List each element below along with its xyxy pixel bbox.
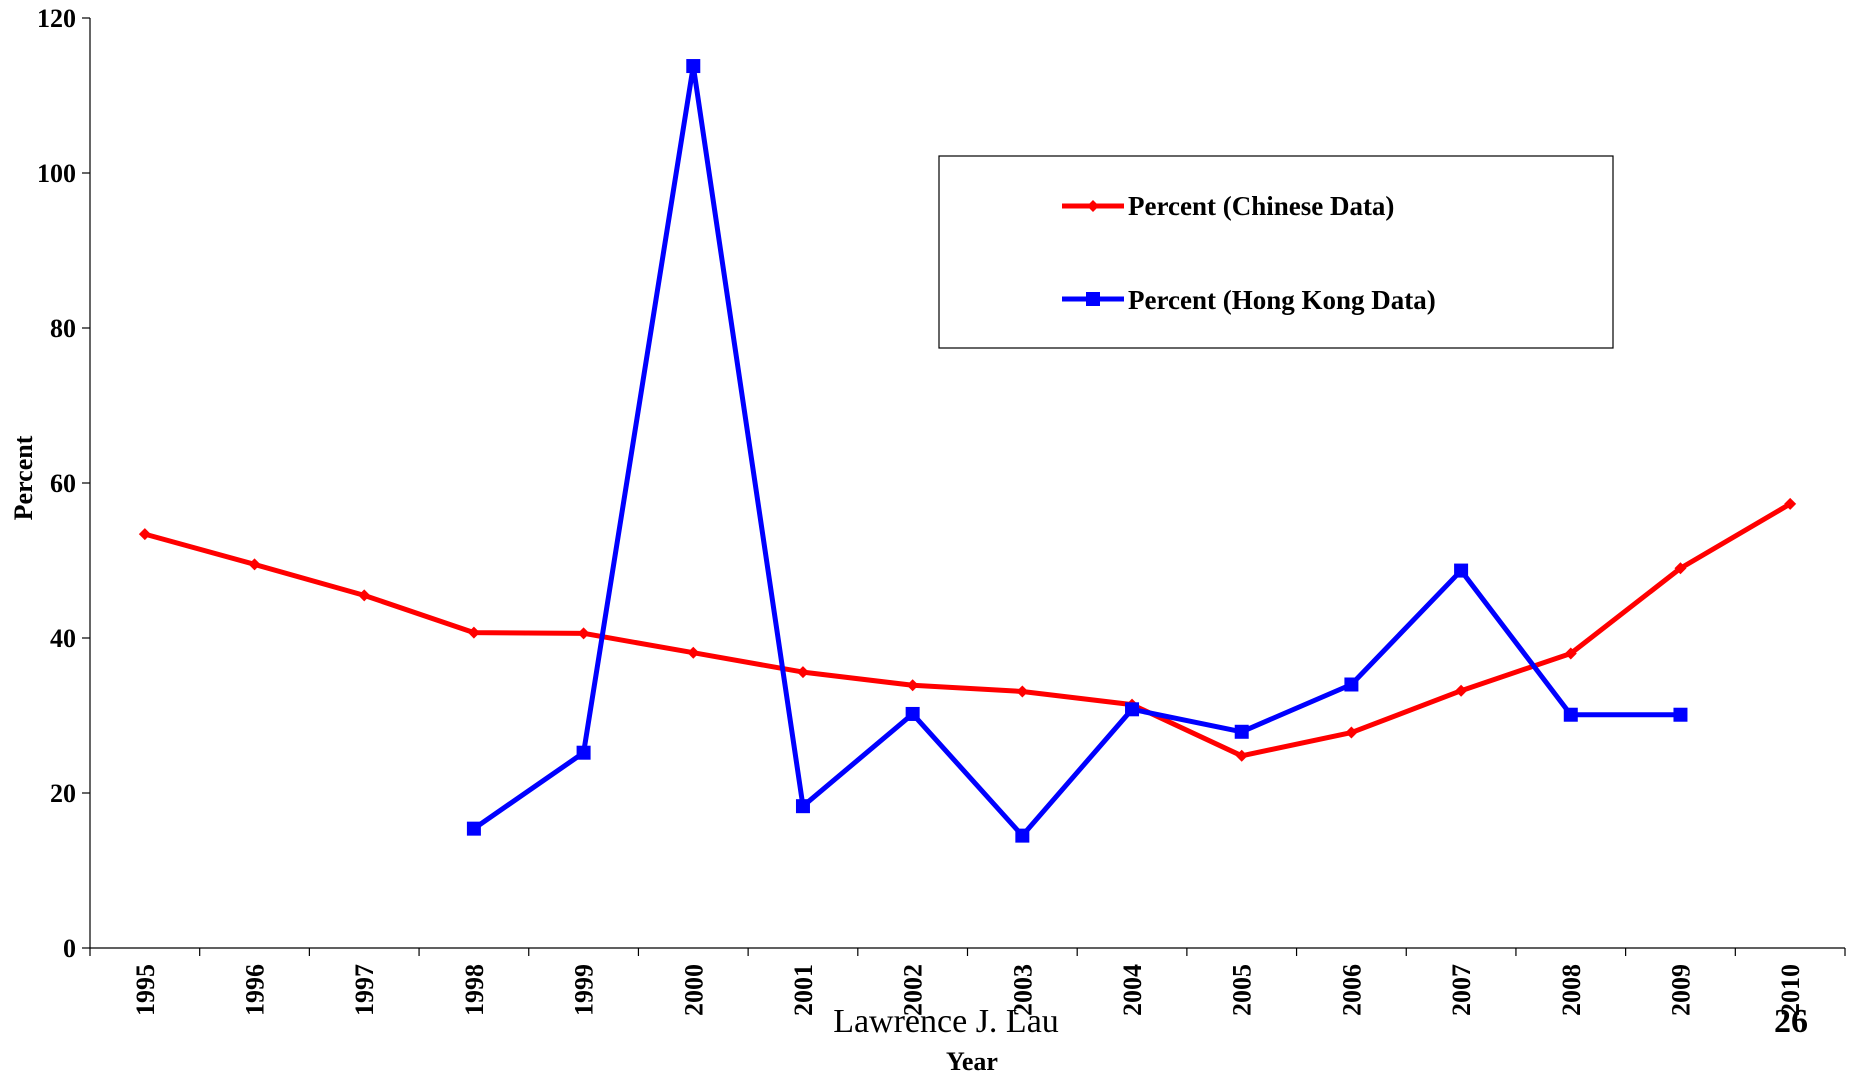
data-point (1564, 647, 1577, 660)
x-tick-label: 2004 (1118, 964, 1147, 1016)
legend-box (938, 155, 1614, 349)
data-point (1015, 828, 1030, 843)
x-tick-label: 2000 (679, 964, 708, 1016)
y-tick-label: 0 (63, 934, 76, 963)
x-tick-label: 1995 (131, 964, 160, 1016)
legend-marker-hongkong (1086, 292, 1100, 306)
data-point (906, 679, 919, 692)
legend-label-chinese: Percent (Chinese Data) (1128, 191, 1394, 221)
data-point (1344, 677, 1359, 692)
data-point (905, 706, 920, 721)
data-point (1016, 685, 1029, 698)
footer-author: Lawrence J. Lau (833, 1003, 1059, 1040)
x-axis-title: Year (946, 1047, 998, 1074)
legend-label-hongkong: Percent (Hong Kong Data) (1128, 285, 1436, 315)
data-point (1674, 562, 1687, 575)
x-tick-label: 2002 (899, 964, 928, 1016)
legend: Percent (Chinese Data) Percent (Hong Kon… (938, 155, 1614, 349)
x-tick-label: 2009 (1666, 964, 1695, 1016)
y-tick-label: 40 (50, 624, 76, 653)
data-point (1673, 707, 1688, 722)
y-tick-label: 100 (37, 159, 76, 188)
slide-number: 26 (1774, 1003, 1808, 1040)
legend-marker-chinese (1087, 200, 1099, 212)
data-point (687, 646, 700, 659)
series-layer (138, 59, 1797, 843)
y-tick-label: 120 (37, 4, 76, 33)
data-point (1455, 684, 1468, 697)
data-point (1125, 702, 1140, 717)
data-point (1563, 707, 1578, 722)
data-point (466, 821, 481, 836)
x-tick-label: 2005 (1228, 964, 1257, 1016)
data-point (248, 558, 261, 571)
series-line (144, 501, 1792, 759)
x-tick-label: 2010 (1776, 964, 1805, 1016)
data-point (1454, 563, 1469, 578)
y-axis-title: Percent (9, 435, 38, 520)
data-point (1345, 726, 1358, 739)
data-point (138, 528, 151, 541)
series-chinese-data (138, 497, 1797, 762)
x-tick-label: 2003 (1008, 964, 1037, 1016)
x-tick-label: 1998 (460, 964, 489, 1016)
series-line (472, 63, 1681, 839)
x-tick-label: 1996 (241, 964, 270, 1016)
data-point (467, 626, 480, 639)
data-point (1784, 497, 1797, 510)
data-point (686, 59, 701, 74)
x-tick-label: 2008 (1557, 964, 1586, 1016)
x-tick-label: 2006 (1337, 964, 1366, 1016)
data-point (1235, 749, 1248, 762)
y-tick-label: 80 (50, 314, 76, 343)
x-axis-ticks: 1995 1996 1997 1998 1999 2000 2001 2002 2003 2004… (89, 948, 1846, 1016)
y-axis-ticks: 0 20 40 60 80 100 120 (37, 4, 90, 963)
data-point (358, 589, 371, 602)
y-tick-label: 20 (50, 779, 76, 808)
data-point (577, 627, 590, 640)
x-tick-label: 1999 (570, 964, 599, 1016)
data-point (576, 745, 591, 760)
data-point (1234, 724, 1249, 739)
x-tick-label: 2001 (789, 964, 818, 1016)
series-hong-kong-data (466, 59, 1688, 843)
x-tick-label: 1997 (350, 964, 379, 1016)
x-tick-label: 2007 (1447, 964, 1476, 1016)
data-point (795, 799, 810, 814)
y-tick-label: 60 (50, 469, 76, 498)
data-point (796, 666, 809, 679)
